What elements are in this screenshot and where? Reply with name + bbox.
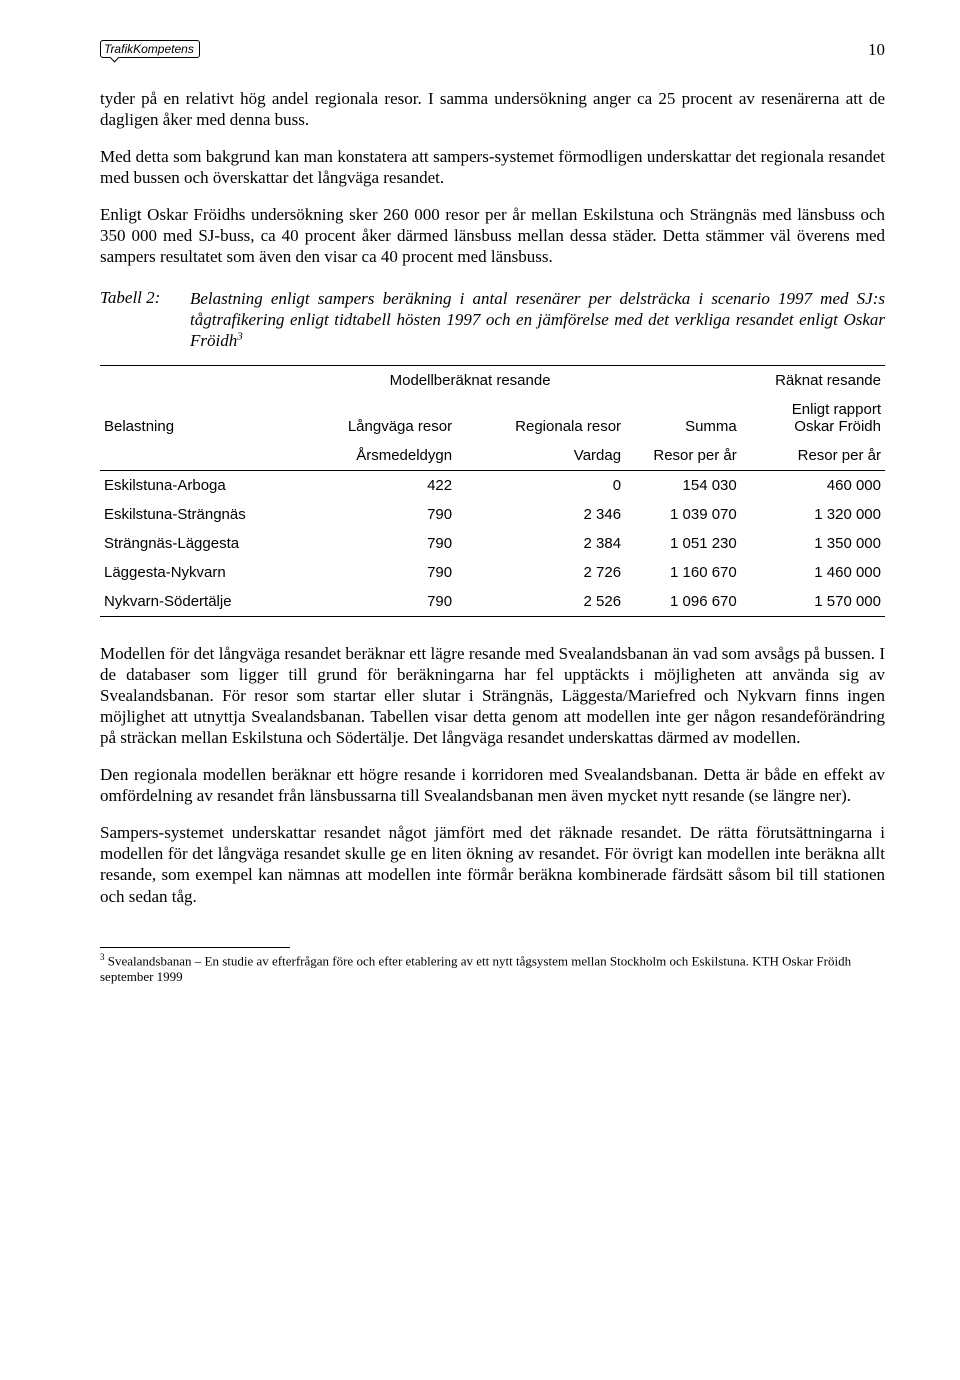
row-value: 1 350 000: [741, 529, 885, 558]
row-value: 1 051 230: [625, 529, 741, 558]
row-value: 790: [290, 500, 456, 529]
table-label: Tabell 2:: [100, 288, 190, 351]
table-row: Nykvarn-Södertälje7902 5261 096 6701 570…: [100, 587, 885, 617]
table-row: Eskilstuna-Arboga4220154 030460 000: [100, 470, 885, 500]
page-header: TrafikKompetens 10: [100, 40, 885, 60]
row-value: 2 384: [456, 529, 625, 558]
col-belastning: Belastning: [100, 395, 290, 441]
enligt-line2: Oskar Fröidh: [794, 418, 881, 435]
table-row: Eskilstuna-Strängnäs7902 3461 039 0701 3…: [100, 500, 885, 529]
row-value: 422: [290, 470, 456, 500]
row-value: 790: [290, 529, 456, 558]
col-enligt: Enligt rapport Oskar Fröidh: [741, 395, 885, 441]
sub-resor2: Resor per år: [741, 441, 885, 471]
data-table: Modellberäknat resande Räknat resande Be…: [100, 365, 885, 617]
row-label: Eskilstuna-Arboga: [100, 470, 290, 500]
page-number: 10: [868, 40, 885, 60]
group-header-counted: Räknat resande: [741, 365, 885, 395]
row-value: 1 096 670: [625, 587, 741, 617]
footnote-rule: [100, 947, 290, 948]
row-value: 2 346: [456, 500, 625, 529]
row-value: 2 526: [456, 587, 625, 617]
row-label: Nykvarn-Södertälje: [100, 587, 290, 617]
row-value: 790: [290, 558, 456, 587]
page: TrafikKompetens 10 tyder på en relativt …: [0, 0, 960, 1380]
table-row: Läggesta-Nykvarn7902 7261 160 6701 460 0…: [100, 558, 885, 587]
row-value: 2 726: [456, 558, 625, 587]
row-value: 1 320 000: [741, 500, 885, 529]
row-label: Eskilstuna-Strängnäs: [100, 500, 290, 529]
paragraph: Modellen för det långväga resandet beräk…: [100, 643, 885, 748]
row-value: 460 000: [741, 470, 885, 500]
row-value: 1 039 070: [625, 500, 741, 529]
sub-resor1: Resor per år: [625, 441, 741, 471]
row-value: 154 030: [625, 470, 741, 500]
caption-text: Belastning enligt sampers beräkning i an…: [190, 289, 885, 350]
row-label: Strängnäs-Läggesta: [100, 529, 290, 558]
caption-sup: 3: [237, 330, 243, 342]
table-row: Strängnäs-Läggesta7902 3841 051 2301 350…: [100, 529, 885, 558]
paragraph: Enligt Oskar Fröidhs undersökning sker 2…: [100, 204, 885, 267]
row-value: 1 570 000: [741, 587, 885, 617]
row-value: 1 460 000: [741, 558, 885, 587]
sub-vardag: Vardag: [456, 441, 625, 471]
row-label: Läggesta-Nykvarn: [100, 558, 290, 587]
col-regionala: Regionala resor: [456, 395, 625, 441]
footnote-text: Svealandsbanan – En studie av efterfråga…: [100, 953, 851, 984]
table-subheader-row: Årsmedeldygn Vardag Resor per år Resor p…: [100, 441, 885, 471]
footnote: 3 Svealandsbanan – En studie av efterfrå…: [100, 952, 885, 986]
table-caption: Tabell 2: Belastning enligt sampers berä…: [100, 288, 885, 351]
logo: TrafikKompetens: [100, 40, 200, 58]
enligt-line1: Enligt rapport: [792, 401, 881, 418]
sub-arsmedel: Årsmedeldygn: [290, 441, 456, 471]
table-header-row: Belastning Långväga resor Regionala reso…: [100, 395, 885, 441]
paragraph: Den regionala modellen beräknar ett högr…: [100, 764, 885, 806]
col-summa: Summa: [625, 395, 741, 441]
paragraph: Med detta som bakgrund kan man konstater…: [100, 146, 885, 188]
table-caption-text: Belastning enligt sampers beräkning i an…: [190, 288, 885, 351]
paragraph: tyder på en relativt hög andel regionala…: [100, 88, 885, 130]
row-value: 790: [290, 587, 456, 617]
row-value: 0: [456, 470, 625, 500]
table-group-header-row: Modellberäknat resande Räknat resande: [100, 365, 885, 395]
row-value: 1 160 670: [625, 558, 741, 587]
group-header-model: Modellberäknat resande: [290, 365, 625, 395]
paragraph: Sampers-systemet underskattar resandet n…: [100, 822, 885, 906]
col-langvaga: Långväga resor: [290, 395, 456, 441]
